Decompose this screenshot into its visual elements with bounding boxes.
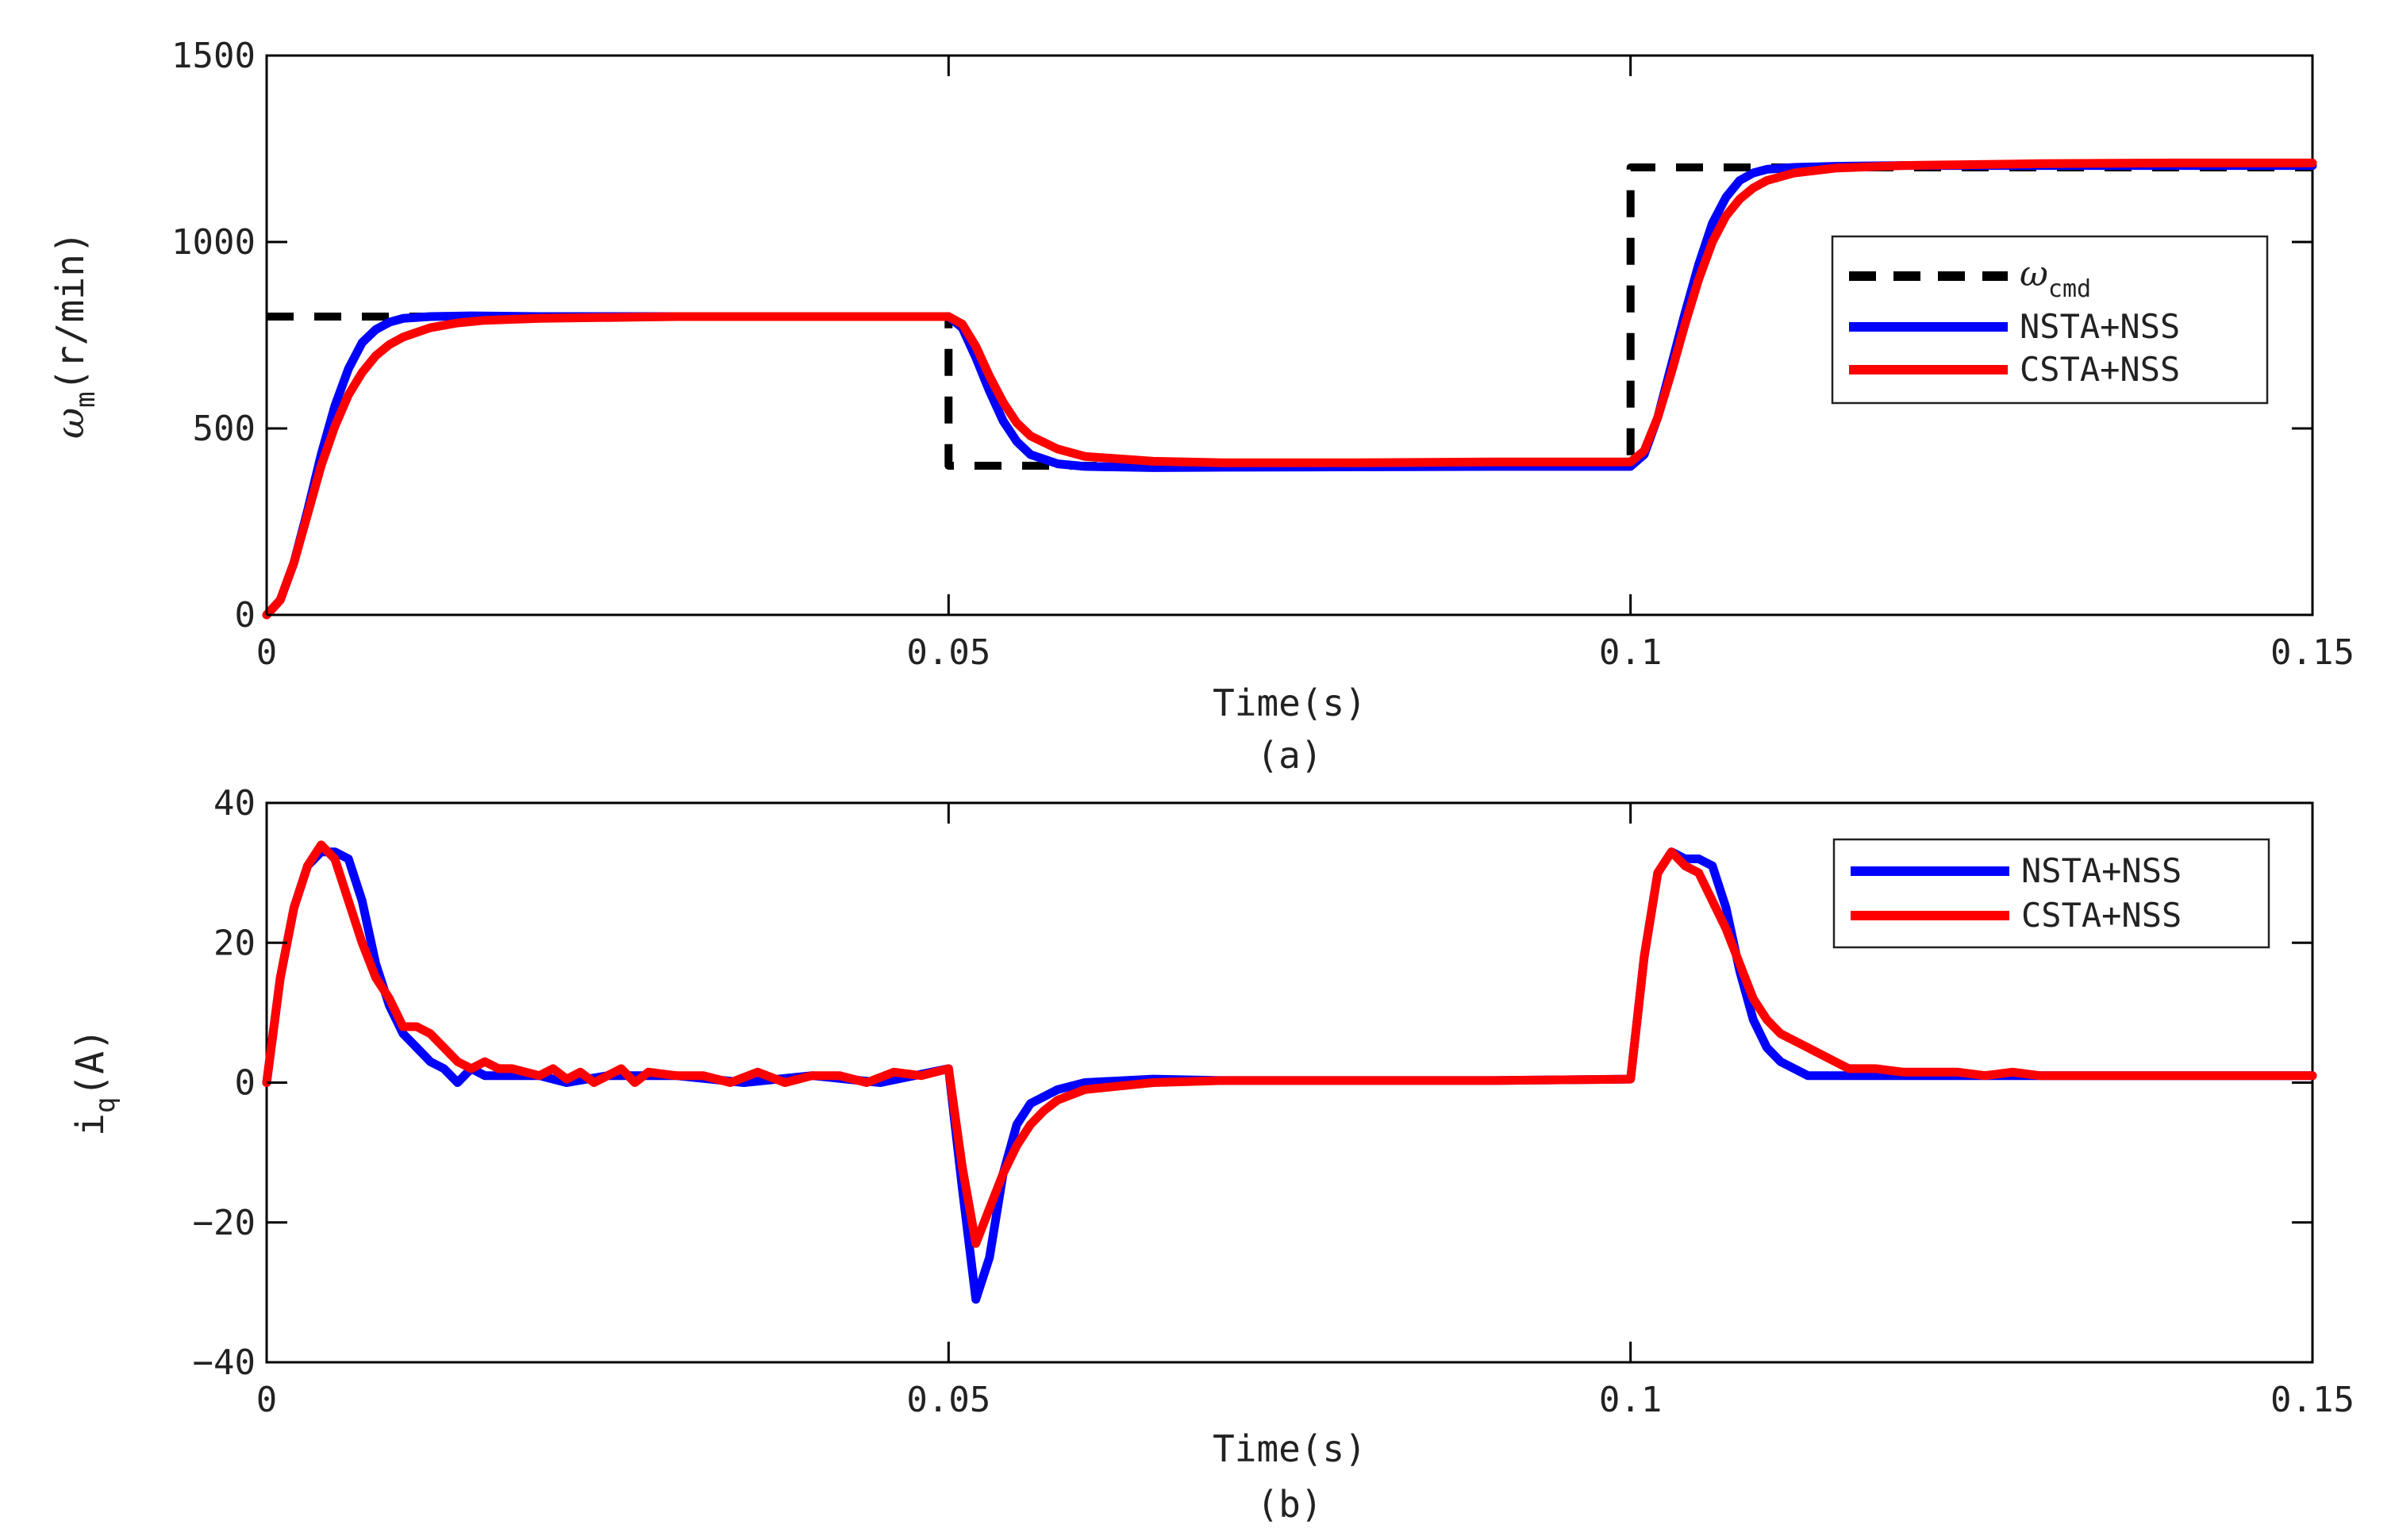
panel-a-series-line-2	[262, 158, 2317, 620]
panel-b-y-tick-label-1: −20	[193, 1203, 256, 1243]
panel-b-x-tick-label-2: 0.1	[1599, 1380, 1662, 1420]
panel-b-series-group	[262, 840, 2317, 1304]
panel-b-x-ticks: 0 0.05 0.1 0.15	[256, 803, 2355, 1420]
panel-a-y-tick-label-1: 500	[193, 409, 256, 449]
panel-a-x-tick-label-3: 0.15	[2270, 632, 2355, 673]
panel-a-y-axis-unit: (r/min)	[48, 231, 93, 391]
panel-b-y-ticks: −40 −20 0 20 40	[193, 783, 2312, 1383]
panel-a-series-group	[262, 158, 2317, 620]
panel-a-x-tick-label-1: 0.05	[906, 632, 990, 673]
panel-b-y-axis-unit: (A)	[68, 1028, 113, 1097]
panel-a-y-axis-subscript: m	[70, 391, 102, 407]
panel-a-series-line-1	[262, 161, 2317, 620]
panel-a-x-ticks: 0 0.05 0.1 0.15	[256, 56, 2355, 673]
panel-a-y-ticks: 0 500 1000 1500	[171, 36, 2312, 636]
panel-a-legend-entry-cmd: ωcmd	[2020, 254, 2091, 303]
panel-b-legend: NSTA+NSS CSTA+NSS	[1832, 838, 2270, 949]
panel-a-x-axis-label: Time(s)	[1213, 682, 1367, 724]
panel-a-y-tick-label-2: 1000	[171, 222, 256, 263]
svg-text:iq(A): iq(A)	[68, 1028, 121, 1136]
panel-a-x-tick-label-0: 0	[256, 632, 278, 673]
panel-a-y-tick-label-0: 0	[235, 595, 256, 636]
panel-b-y-axis-symbol: i	[68, 1113, 113, 1136]
panel-b-y-tick-label-4: 40	[213, 783, 256, 824]
panel-b-y-tick-label-0: −40	[193, 1342, 256, 1383]
panel-b-x-tick-label-0: 0	[256, 1380, 278, 1420]
panel-a-legend-cmd-subscript: cmd	[2048, 275, 2091, 303]
panel-a-y-axis-symbol: ω	[48, 408, 93, 439]
panel-a-legend-entry-csta: CSTA+NSS	[2020, 350, 2180, 389]
panel-b-legend-entry-nsta: NSTA+NSS	[2021, 851, 2182, 890]
panel-a-x-tick-label-2: 0.1	[1599, 632, 1662, 673]
panel-a-series-line-0	[267, 163, 2312, 470]
panel-a-caption: (a)	[1256, 734, 1322, 777]
panel-b-x-tick-label-3: 0.15	[2270, 1380, 2355, 1420]
panel-b-legend-entry-csta: CSTA+NSS	[2021, 896, 2182, 935]
panel-b-y-tick-label-2: 0	[235, 1063, 256, 1104]
panel-b-x-axis-label: Time(s)	[1213, 1427, 1367, 1470]
panel-a-y-tick-label-3: 1500	[171, 36, 256, 76]
panel-b-y-tick-label-3: 20	[213, 923, 256, 963]
panel-a-legend: ωcmd NSTA+NSS CSTA+NSS	[1831, 235, 2269, 405]
panel-b-caption: (b)	[1256, 1483, 1322, 1526]
panel-b-y-axis-subscript: q	[90, 1097, 121, 1113]
panel-b-current-chart: 0 0.05 0.1 0.15 −40 −20 0 20 40 Time(s) (b) iq(…	[68, 783, 2355, 1526]
panel-b-y-axis-label: iq(A)	[68, 1028, 121, 1136]
panel-a-legend-box	[1831, 235, 2269, 405]
panel-a-y-axis-label: ωm(r/min)	[48, 231, 102, 439]
panel-a-legend-entry-nsta: NSTA+NSS	[2020, 307, 2180, 346]
svg-text:ωm(r/min): ωm(r/min)	[48, 231, 102, 439]
panel-b-x-tick-label-1: 0.05	[906, 1380, 990, 1420]
panel-a-legend-cmd-symbol: ω	[2020, 254, 2048, 294]
panel-b-legend-box	[1832, 838, 2270, 949]
panel-b-series-line-1	[262, 840, 2317, 1248]
